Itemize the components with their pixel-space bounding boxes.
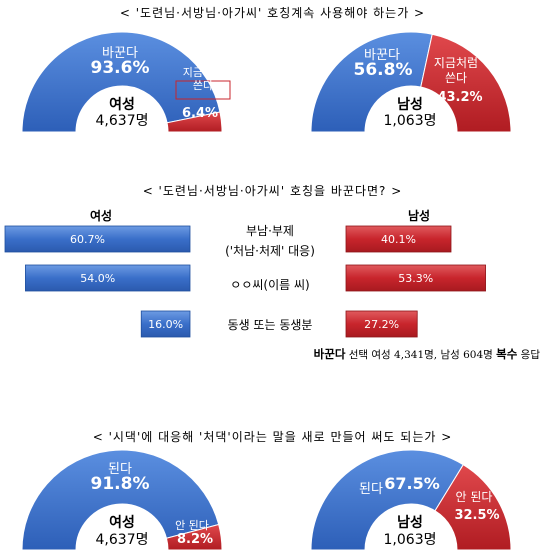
q2-title: < '도련님·서방님·아가씨' 호칭을 바꾼다면? > [142,184,403,198]
q3-male-main-slice [310,449,464,551]
q3-female-main-slice [21,449,220,551]
q2-male-bar-label-2: 53.3% [398,272,433,285]
q1-female-main-slice [21,31,221,133]
q1-female-minor-label-line2: 쓴다 [192,79,214,92]
q2-female-bar-label-1: 60.7% [70,233,105,246]
q1-male-minor-label: 지금처럼 쓴다 [426,56,486,86]
q2-row-1-label-line1: 부남·부제 [246,224,294,238]
q1-male-minor-label-line2: 쓴다 [444,71,468,85]
q2-female-bar-3 [140,310,191,338]
q2-row-3-label: 동생 또는 동생분 [227,318,313,332]
q2-note-tail: 응답 [517,349,540,361]
q2-female-header: 여성 [90,209,113,223]
q1-female-gender: 여성 [109,97,135,113]
q2-male-bar-label-1: 40.1% [381,233,416,246]
q2-male-header: 남성 [408,209,431,223]
q3-title: < '시댁'에 대응해 '처댁'이라는 말을 새로 만들어 써도 되는가 > [92,430,453,444]
q3-female-minor-value: 8.2% [176,532,214,547]
q3-female-gender: 여성 [109,515,135,531]
q1-male-main-value: 56.8% [353,60,413,80]
q2-male-bar-label-3: 27.2% [364,318,399,331]
q1-male-minor-label-line1: 지금처럼 [433,56,479,70]
q1-female-callout-box [175,80,231,100]
q2-male-bar-2 [345,264,486,292]
q3-male-main-value: 67.5% [384,474,440,493]
q1-male-gender: 남성 [397,97,423,113]
q3-male-main-label: 된다 [359,482,383,497]
q2-note-bold-1: 바꾼다 [313,347,346,361]
q2-row-1-label-line2: ('처남·처제' 대응) [225,244,315,258]
q1-female-minor-label-line1: 지금처럼 [182,66,224,79]
q1-male-main-label: 바꾼다 [364,48,400,63]
q3-female-minor-label: 안 된다 [175,519,209,532]
q3-male-minor-label: 안 된다 [455,490,493,504]
q2-male-bar-1 [345,225,452,253]
q2-female-bar-1 [4,225,191,253]
q2-row-2-label: ㅇㅇ씨(이름 씨) [230,278,310,292]
q2-female-bar-label-2: 54.0% [80,272,115,285]
q2-female-bar-label-3: 16.0% [148,318,183,331]
q1-male-main-slice [310,31,433,133]
q3-female-minor-slice [165,523,223,551]
q1-female-minor-slice [166,111,223,133]
q3-female-main-label: 된다 [108,462,132,477]
q1-title: < '도련님·서방님·아가씨' 호칭계속 사용해야 하는가 > [119,6,426,20]
q2-footnote: 바꾼다 선택 여성 4,341명, 남성 604명 복수 응답 [0,346,540,362]
q2-male-bar-3 [345,310,418,338]
q2-row-1-label: 부남·부제 ('처남·처제' 대응) [190,221,350,261]
q1-male-minor-value: 43.2% [437,90,483,105]
q1-female-main-label: 바꾼다 [102,46,138,61]
q1-female-main-value: 93.6% [90,58,150,78]
q2-note-bold-2: 복수 [496,347,518,361]
q2-female-bar-2 [25,264,191,292]
q1-male-count: 1,063명 [383,113,437,129]
q1-male-minor-slice [420,33,512,133]
q3-male-count: 1,063명 [383,532,437,548]
q3-male-minor-slice [434,464,512,551]
q3-male-gender: 남성 [397,515,423,531]
q3-female-count: 4,637명 [95,532,149,548]
q1-female-minor-value: 6.4% [181,106,219,121]
q1-female-count: 4,637명 [95,113,149,129]
q3-male-minor-value: 32.5% [454,508,500,523]
q1-female-minor-label: 지금처럼 쓴다 [173,66,233,92]
q3-female-main-value: 91.8% [90,474,150,494]
q2-note-text: 선택 여성 4,341명, 남성 604명 [345,349,497,361]
